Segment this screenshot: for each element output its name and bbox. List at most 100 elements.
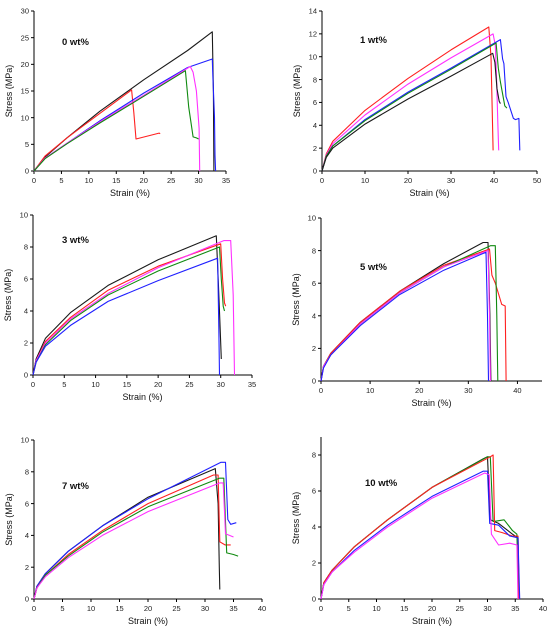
x-tick-label: 20	[140, 176, 148, 185]
y-tick-label: 2	[312, 559, 316, 568]
x-tick-label: 35	[229, 604, 237, 613]
x-tick-label: 20	[154, 380, 162, 389]
x-tick-label: 50	[533, 176, 541, 185]
x-tick-label: 15	[400, 604, 408, 613]
chart-panel-2: 0 10 20 30 40 50 0 2 4 6 8 10 12 14 Strain (%) Stress (…	[292, 7, 541, 198]
y-tick-label: 15	[21, 87, 29, 96]
series-line-magenta	[320, 250, 491, 382]
y-tick-label: 0	[313, 167, 317, 176]
y-tick-label: 8	[313, 75, 317, 84]
y-axis-label: Stress (MPa)	[291, 273, 301, 326]
x-tick-label: 10	[366, 386, 374, 395]
y-tick-label: 10	[21, 113, 29, 122]
series-line-blue	[32, 257, 221, 376]
series-line-red	[32, 243, 227, 376]
y-tick-label: 8	[24, 243, 28, 252]
y-tick-label: 4	[312, 523, 316, 532]
panel-title: 10 wt%	[365, 478, 398, 489]
series-line-black	[33, 31, 215, 172]
y-tick-label: 4	[24, 307, 28, 316]
y-tick-label: 2	[25, 563, 29, 572]
y-tick-label: 2	[312, 344, 316, 353]
y-tick-label: 20	[21, 60, 29, 69]
y-tick-label: 0	[25, 595, 29, 604]
x-tick-label: 30	[201, 604, 209, 613]
y-tick-label: 4	[25, 531, 29, 540]
series-line-black	[32, 235, 222, 376]
x-tick-label: 10	[85, 176, 93, 185]
y-tick-label: 4	[313, 121, 317, 130]
y-axis-label: Stress (MPa)	[291, 492, 301, 545]
series-line-green	[33, 70, 199, 172]
y-tick-label: 8	[25, 468, 29, 477]
series-line-green	[33, 477, 239, 600]
y-axis-label: Stress (MPa)	[3, 269, 13, 322]
series-line-blue	[320, 251, 490, 382]
x-tick-label: 40	[490, 176, 498, 185]
x-tick-label: 15	[112, 176, 120, 185]
y-tick-label: 0	[312, 595, 316, 604]
x-tick-label: 0	[320, 176, 324, 185]
x-axis-label: Strain (%)	[128, 616, 168, 626]
y-tick-label: 6	[312, 279, 316, 288]
x-tick-label: 5	[60, 604, 64, 613]
x-tick-label: 0	[31, 380, 35, 389]
chart-panel-4: 0 10 20 30 40 0 2 4 6 8 10 Strain (%) Stress (MPa) 5 …	[291, 214, 542, 408]
series-line-blue	[33, 58, 217, 172]
x-tick-label: 30	[483, 604, 491, 613]
x-tick-label: 20	[144, 604, 152, 613]
x-tick-label: 10	[87, 604, 95, 613]
x-tick-label: 15	[115, 604, 123, 613]
x-tick-label: 20	[404, 176, 412, 185]
series-line-magenta	[33, 65, 201, 172]
series-line-red	[320, 454, 520, 600]
y-tick-label: 6	[24, 275, 28, 284]
x-axis-label: Strain (%)	[409, 188, 449, 198]
y-axis-label: Stress (MPa)	[4, 65, 14, 118]
x-tick-label: 0	[32, 604, 36, 613]
x-tick-label: 30	[217, 380, 225, 389]
x-axis-label: Strain (%)	[411, 398, 451, 408]
x-tick-label: 30	[194, 176, 202, 185]
y-tick-label: 0	[24, 371, 28, 380]
series-line-blue	[33, 461, 237, 600]
y-tick-label: 2	[313, 144, 317, 153]
y-tick-label: 12	[309, 30, 317, 39]
chart-panel-1: 0 5 10 15 20 25 30 35 0 5 10 15 20 25 30 Strain (%) Stre…	[4, 7, 230, 198]
panel-title: 0 wt%	[62, 37, 89, 48]
x-tick-label: 40	[513, 386, 521, 395]
y-tick-label: 0	[25, 167, 29, 176]
y-tick-label: 2	[24, 339, 28, 348]
x-axis-label: Strain (%)	[412, 616, 452, 626]
series-line-black	[320, 241, 492, 382]
x-tick-label: 0	[319, 386, 323, 395]
x-tick-label: 25	[456, 604, 464, 613]
panel-title: 5 wt%	[360, 262, 387, 273]
x-tick-label: 15	[123, 380, 131, 389]
series-line-magenta	[33, 482, 234, 600]
y-tick-label: 8	[312, 451, 316, 460]
y-tick-label: 10	[20, 211, 28, 220]
x-tick-label: 20	[415, 386, 423, 395]
x-tick-label: 5	[59, 176, 63, 185]
x-tick-label: 10	[361, 176, 369, 185]
y-axis-label: Stress (MPa)	[292, 65, 302, 118]
x-tick-label: 0	[319, 604, 323, 613]
x-tick-label: 10	[91, 380, 99, 389]
x-tick-label: 25	[185, 380, 193, 389]
series-line-magenta	[321, 33, 500, 172]
chart-panel-5: 0 5 10 15 20 25 30 35 40 0 2 4 6 8 10 Strain (%) Stress …	[4, 436, 266, 626]
x-axis-label: Strain (%)	[110, 188, 150, 198]
series-line-green	[320, 245, 499, 382]
y-tick-label: 6	[313, 98, 317, 107]
x-tick-label: 35	[222, 176, 230, 185]
panel-title: 7 wt%	[62, 481, 89, 492]
panel-title: 1 wt%	[360, 35, 387, 46]
x-tick-label: 40	[258, 604, 266, 613]
x-tick-label: 30	[447, 176, 455, 185]
series-line-magenta	[320, 472, 519, 600]
x-tick-label: 5	[62, 380, 66, 389]
y-tick-label: 6	[25, 499, 29, 508]
x-tick-label: 30	[464, 386, 472, 395]
